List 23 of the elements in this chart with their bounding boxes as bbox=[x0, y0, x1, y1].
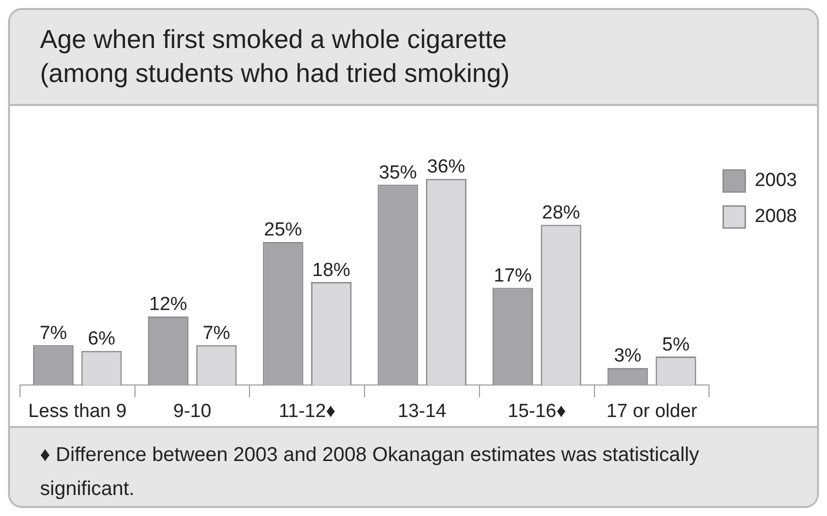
data-label: 5% bbox=[662, 334, 690, 356]
data-label: 25% bbox=[264, 220, 302, 241]
x-tick-label: 15-16♦ bbox=[508, 400, 566, 422]
data-label: 28% bbox=[542, 202, 580, 224]
chart-subtitle: (among students who had tried smoking) bbox=[40, 57, 511, 90]
data-label: 35% bbox=[378, 162, 418, 184]
data-label: 18% bbox=[312, 260, 350, 281]
data-label: 36% bbox=[427, 156, 466, 178]
x-tick-label: 9-10 bbox=[173, 400, 212, 422]
x-tick-label: Less than 9 bbox=[28, 400, 127, 422]
data-label: 12% bbox=[149, 294, 188, 316]
x-tick-label: 11-12♦ bbox=[278, 400, 336, 422]
data-label: 6% bbox=[88, 328, 116, 350]
data-label: 17% bbox=[494, 266, 532, 287]
data-label: 7% bbox=[40, 322, 68, 344]
legend-label: 2008 bbox=[754, 206, 798, 228]
text: ♦ Difference between 2003 and 2008 Okanagan estimates was statistically significant. bbox=[10, 426, 817, 506]
x-tick-label: 13-14 bbox=[398, 400, 447, 422]
data-label: 7% bbox=[202, 322, 230, 344]
legend-label: 2003 bbox=[754, 170, 798, 192]
chart-title: Age when first smoked a whole cigarette bbox=[40, 23, 508, 56]
data-label: 3% bbox=[614, 346, 642, 367]
x-tick-label: 17 or older bbox=[606, 400, 698, 422]
